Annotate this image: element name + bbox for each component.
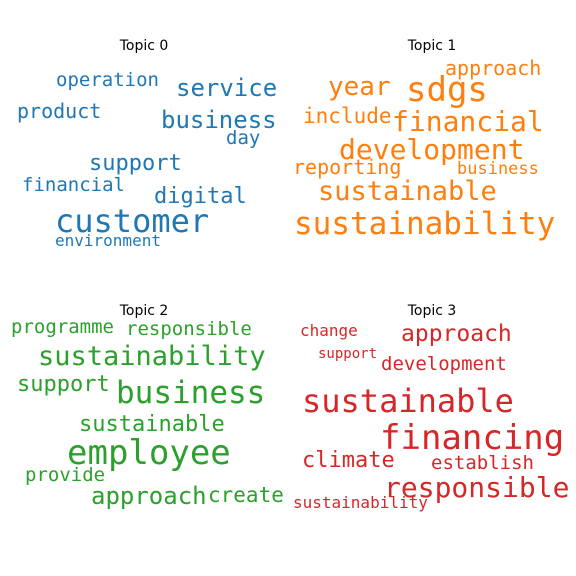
word-development: development (381, 353, 507, 375)
word-business: business (116, 375, 266, 411)
word-sustainable: sustainable (302, 382, 514, 420)
word-responsible: responsible (384, 471, 570, 504)
word-employee: employee (67, 433, 231, 473)
word-establish: establish (431, 452, 534, 474)
word-service: service (176, 74, 278, 102)
topic-3-wordcloud: Topic 3 change approach support developm… (288, 288, 576, 576)
topic-1-title: Topic 1 (407, 38, 457, 54)
word-day: day (226, 127, 261, 149)
word-customer: customer (55, 202, 210, 240)
word-financing: financing (380, 418, 565, 458)
word-environment: environment (55, 231, 161, 250)
topic-0-wordcloud: Topic 0 operation service product busine… (0, 0, 288, 288)
topic-1-wordcloud: Topic 1 approach year sdgs include finan… (288, 0, 576, 288)
word-provide: provide (25, 464, 106, 486)
word-financial: financial (22, 174, 125, 196)
word-year: year (328, 72, 391, 102)
word-business: business (161, 106, 277, 134)
word-approach: approach (91, 482, 207, 510)
word-product: product (17, 99, 102, 123)
word-digital: digital (154, 184, 247, 209)
word-development: development (339, 133, 525, 166)
word-reporting: reporting (293, 155, 402, 179)
word-financial: financial (392, 105, 544, 138)
topic-0-title: Topic 0 (119, 38, 169, 54)
word-sustainability: sustainability (293, 493, 428, 512)
word-sdgs: sdgs (406, 70, 488, 110)
word-sustainable: sustainable (79, 412, 225, 437)
word-sustainability: sustainability (294, 206, 556, 242)
word-approach: approach (445, 56, 542, 80)
word-approach: approach (401, 321, 512, 347)
word-operation: operation (56, 69, 159, 91)
word-support: support (89, 151, 182, 176)
word-support: support (318, 346, 378, 362)
word-programme: programme (11, 316, 114, 338)
word-responsible: responsible (126, 318, 252, 340)
word-sustainability: sustainability (38, 341, 266, 372)
word-climate: climate (302, 448, 395, 473)
word-business: business (457, 159, 539, 179)
word-sustainable: sustainable (318, 176, 497, 207)
word-create: create (208, 483, 284, 507)
word-support: support (17, 372, 110, 397)
word-change: change (300, 321, 358, 340)
topic-2-title: Topic 2 (119, 303, 169, 319)
topic-3-title: Topic 3 (407, 303, 457, 319)
word-include: include (303, 104, 392, 128)
topic-2-wordcloud: Topic 2 programme responsible sustainabi… (0, 288, 288, 576)
